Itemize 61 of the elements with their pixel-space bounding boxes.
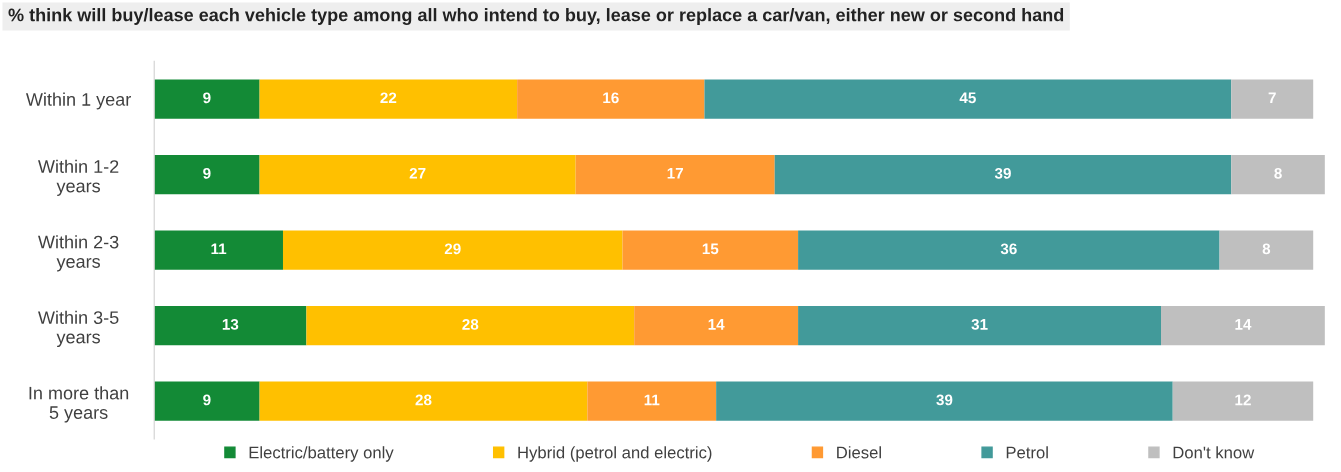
bar <box>622 230 799 270</box>
data-label: 36 <box>1000 243 1017 255</box>
legend-label: Electric/battery only <box>249 446 394 462</box>
data-label: 14 <box>1235 319 1252 330</box>
data-label: 9 <box>203 92 211 104</box>
bar <box>154 230 283 270</box>
y-tick-label: Within 1-2 years <box>38 159 119 196</box>
bar <box>1161 306 1325 346</box>
bar <box>798 230 1220 270</box>
data-label: 13 <box>222 318 239 330</box>
data-label: 45 <box>959 92 976 104</box>
data-label: 12 <box>1235 394 1251 406</box>
bar <box>282 230 623 270</box>
data-label: 27 <box>409 167 426 179</box>
data-label: 22 <box>380 92 397 104</box>
bar <box>1172 381 1314 421</box>
data-label: 11 <box>644 394 660 406</box>
bar <box>704 79 1232 119</box>
data-label: 16 <box>603 92 619 104</box>
legend-label: Diesel <box>837 446 881 459</box>
data-label: 11 <box>211 243 227 255</box>
bar <box>716 381 1173 421</box>
data-label: 15 <box>702 243 719 255</box>
chart-title: % think will buy/lease each vehicle type among all who intend to buy, lease or replace a car/van, either new or second hand <box>8 8 1064 25</box>
data-label: 31 <box>971 318 988 330</box>
bar <box>259 155 576 195</box>
bar <box>259 79 518 119</box>
bar <box>154 306 307 346</box>
y-tick-label: Within 3-5 years <box>38 310 119 347</box>
y-tick-label: In more than 5 years <box>29 386 129 423</box>
data-label: 8 <box>1274 167 1282 179</box>
bar <box>1231 79 1314 119</box>
bar <box>154 381 260 421</box>
bar <box>774 155 1232 195</box>
data-label: 17 <box>667 168 683 179</box>
data-label: 9 <box>203 167 211 179</box>
bar <box>1219 230 1314 270</box>
bar <box>259 381 588 421</box>
data-label: 7 <box>1268 92 1276 104</box>
data-label: 29 <box>444 243 461 255</box>
y-tick-label: Within 2-3 years <box>38 235 119 272</box>
legend-label: Hybrid (petrol and electric) <box>518 446 712 462</box>
data-label: 28 <box>415 394 432 406</box>
bar <box>575 155 775 195</box>
legend-label: Don't know <box>1173 446 1255 459</box>
bar <box>1231 155 1325 195</box>
bar <box>306 306 635 346</box>
bar <box>587 381 717 421</box>
data-label: 9 <box>203 394 211 406</box>
data-label: 39 <box>994 167 1011 179</box>
data-label: 14 <box>708 319 725 330</box>
bar <box>634 306 799 346</box>
bar <box>517 79 705 119</box>
y-tick-label: Within 1 year <box>25 92 131 110</box>
data-label: 39 <box>936 394 953 406</box>
data-label: 28 <box>462 318 479 330</box>
bar <box>798 306 1162 346</box>
bar <box>154 79 260 119</box>
legend-label: Petrol <box>1006 446 1048 459</box>
bar <box>154 155 260 195</box>
data-label: 8 <box>1262 243 1271 255</box>
